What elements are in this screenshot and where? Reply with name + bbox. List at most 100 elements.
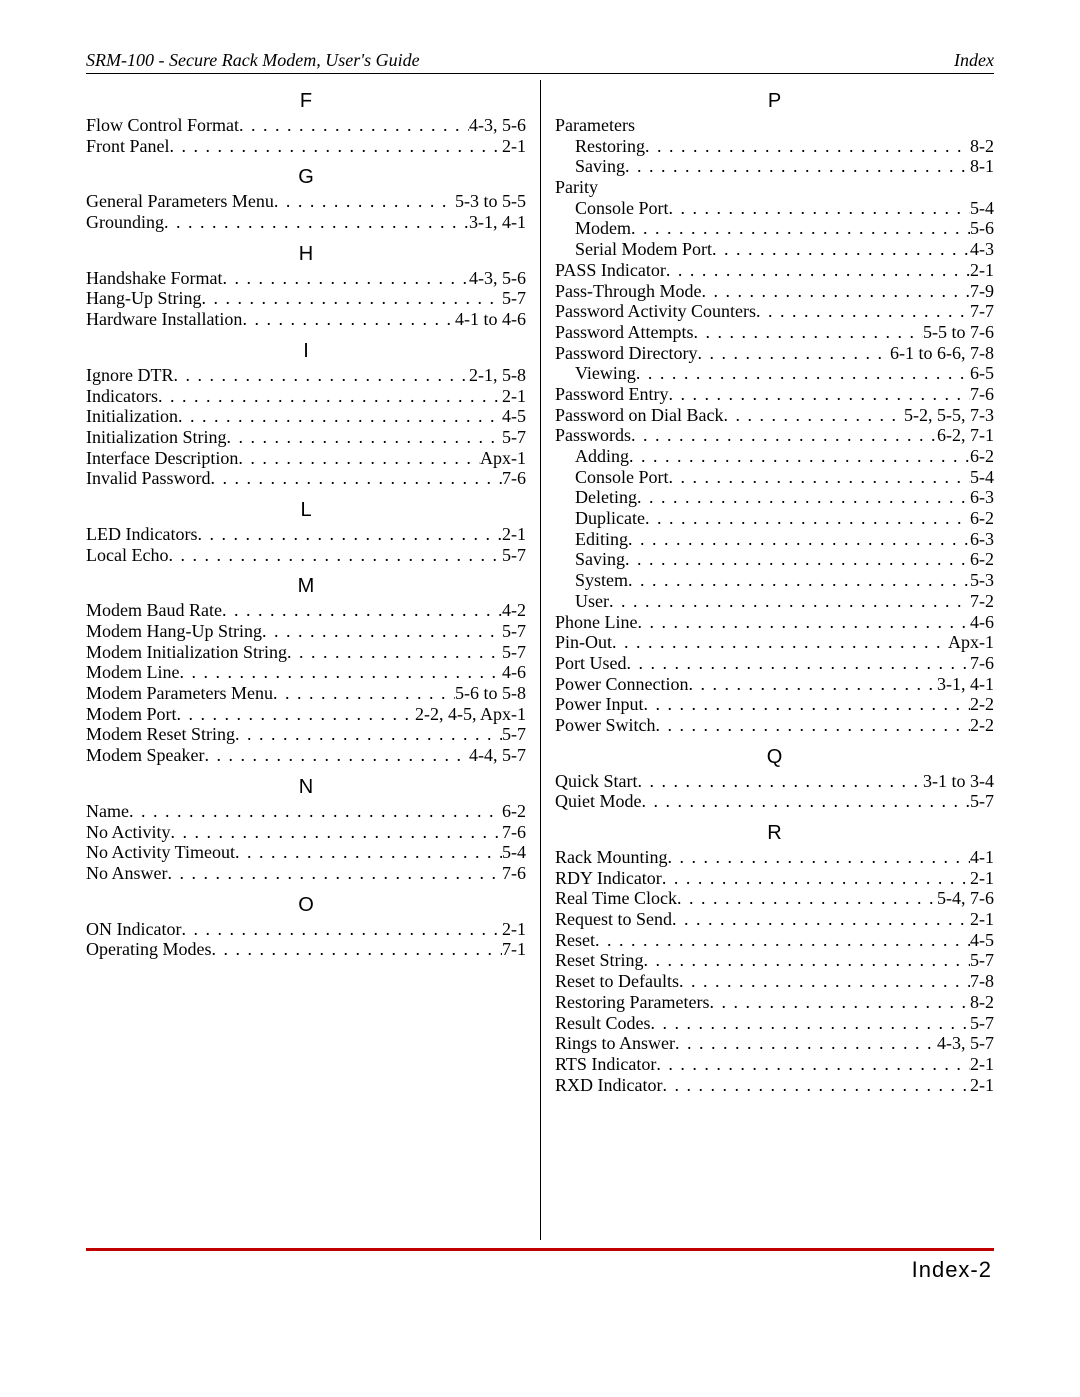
index-term: Password Attempts [555, 322, 694, 343]
index-pages: 5-7 [502, 621, 526, 642]
index-term: No Answer [86, 863, 168, 884]
index-pages: 7-6 [502, 863, 526, 884]
index-entry: RTS Indicator 2-1 [555, 1054, 994, 1075]
index-pages: 2-2 [970, 694, 994, 715]
index-term: Invalid Password [86, 468, 211, 489]
index-term: Saving [575, 156, 625, 177]
index-term: Reset [555, 930, 595, 951]
index-pages: 5-4 [502, 842, 526, 863]
index-pages: 5-3 [970, 570, 994, 591]
leader-dots [238, 448, 480, 469]
index-term: Editing [575, 529, 628, 550]
index-term: Pin-Out [555, 632, 612, 653]
leader-dots [669, 198, 970, 219]
index-entry: Pass-Through Mode 7-9 [555, 281, 994, 302]
index-entry: Port Used 7-6 [555, 653, 994, 674]
section-letter: M [86, 575, 526, 598]
index-subentry: Deleting 6-3 [555, 487, 994, 508]
leader-dots [756, 301, 970, 322]
index-entry: General Parameters Menu 5-3 to 5-5 [86, 191, 526, 212]
index-subentry: Serial Modem Port 4-3 [555, 239, 994, 260]
index-term: Power Switch [555, 715, 656, 736]
index-subentry: Adding 6-2 [555, 446, 994, 467]
index-term: Reset String [555, 950, 644, 971]
index-entry: Phone Line 4-6 [555, 612, 994, 633]
index-subentry: User 7-2 [555, 591, 994, 612]
index-entry: Interface Description Apx-1 [86, 448, 526, 469]
section-letter: G [86, 166, 526, 189]
leader-dots [645, 508, 970, 529]
index-heading: Parameters [555, 115, 994, 136]
index-term: Duplicate [575, 508, 645, 529]
index-pages: 2-1, 5-8 [469, 365, 526, 386]
leader-dots [672, 909, 970, 930]
index-pages: 5-7 [502, 427, 526, 448]
index-entry: Password Directory 6-1 to 6-6, 7-8 [555, 343, 994, 364]
index-pages: 2-1 [970, 868, 994, 889]
index-term: Flow Control Format [86, 115, 239, 136]
index-pages: Apx-1 [948, 632, 994, 653]
index-subentry: Editing 6-3 [555, 529, 994, 550]
leader-dots [211, 939, 502, 960]
index-term: Saving [575, 549, 625, 570]
index-term: Result Codes [555, 1013, 651, 1034]
index-pages: 6-2 [970, 508, 994, 529]
footer-rule [86, 1248, 994, 1251]
leader-dots [168, 863, 503, 884]
index-entry: RXD Indicator 2-1 [555, 1075, 994, 1096]
index-term: Quiet Mode [555, 791, 641, 812]
section-letter: F [86, 90, 526, 113]
index-entry: Modem Line 4-6 [86, 662, 526, 683]
index-pages: 6-2, 7-1 [937, 425, 994, 446]
index-columns: FFlow Control Format 4-3, 5-6 Front Panel… [86, 80, 994, 1240]
section-letter: O [86, 894, 526, 917]
index-pages: 2-1 [970, 260, 994, 281]
index-entry: Hardware Installation 4-1 to 4-6 [86, 309, 526, 330]
index-entry: Grounding 3-1, 4-1 [86, 212, 526, 233]
index-entry: Ignore DTR 2-1, 5-8 [86, 365, 526, 386]
leader-dots [644, 950, 971, 971]
leader-dots [178, 406, 502, 427]
leader-dots [179, 662, 502, 683]
index-entry: Modem Initialization String 5-7 [86, 642, 526, 663]
index-pages: 2-1 [970, 909, 994, 930]
index-entry: Front Panel 2-1 [86, 136, 526, 157]
index-entry: Operating Modes 7-1 [86, 939, 526, 960]
leader-dots [625, 549, 970, 570]
index-pages: 5-7 [970, 950, 994, 971]
index-pages: 4-3, 5-6 [469, 268, 526, 289]
leader-dots [222, 268, 469, 289]
index-term: Restoring [575, 136, 645, 157]
index-term: Ignore DTR [86, 365, 173, 386]
index-pages: 8-1 [970, 156, 994, 177]
index-pages: 5-4 [970, 198, 994, 219]
index-term: Adding [575, 446, 629, 467]
index-term: Deleting [575, 487, 637, 508]
leader-dots [202, 288, 503, 309]
index-pages: 7-6 [970, 653, 994, 674]
index-entry: Rack Mounting 4-1 [555, 847, 994, 868]
index-pages: 7-7 [970, 301, 994, 322]
index-term: Password on Dial Back [555, 405, 723, 426]
index-entry: Modem Hang-Up String 5-7 [86, 621, 526, 642]
section-letter: L [86, 499, 526, 522]
section-letter: Q [555, 746, 994, 769]
index-page: SRM-100 - Secure Rack Modem, User's Guid… [0, 0, 1080, 1323]
index-term: LED Indicators [86, 524, 197, 545]
index-term: Power Connection [555, 674, 688, 695]
leader-dots [641, 791, 970, 812]
index-pages: 4-6 [502, 662, 526, 683]
section-letter: P [555, 90, 994, 113]
index-pages: 5-6 [970, 218, 994, 239]
section-letter: R [555, 822, 994, 845]
index-pages: 2-2, 4-5, Apx-1 [415, 704, 526, 725]
leader-dots [628, 529, 970, 550]
index-entry: No Answer 7-6 [86, 863, 526, 884]
index-term: No Activity [86, 822, 171, 843]
index-pages: 2-1 [502, 524, 526, 545]
leader-dots [625, 156, 970, 177]
index-term: Hardware Installation [86, 309, 242, 330]
index-entry: Local Echo 5-7 [86, 545, 526, 566]
section-letter: N [86, 776, 526, 799]
index-subentry: Saving 8-1 [555, 156, 994, 177]
